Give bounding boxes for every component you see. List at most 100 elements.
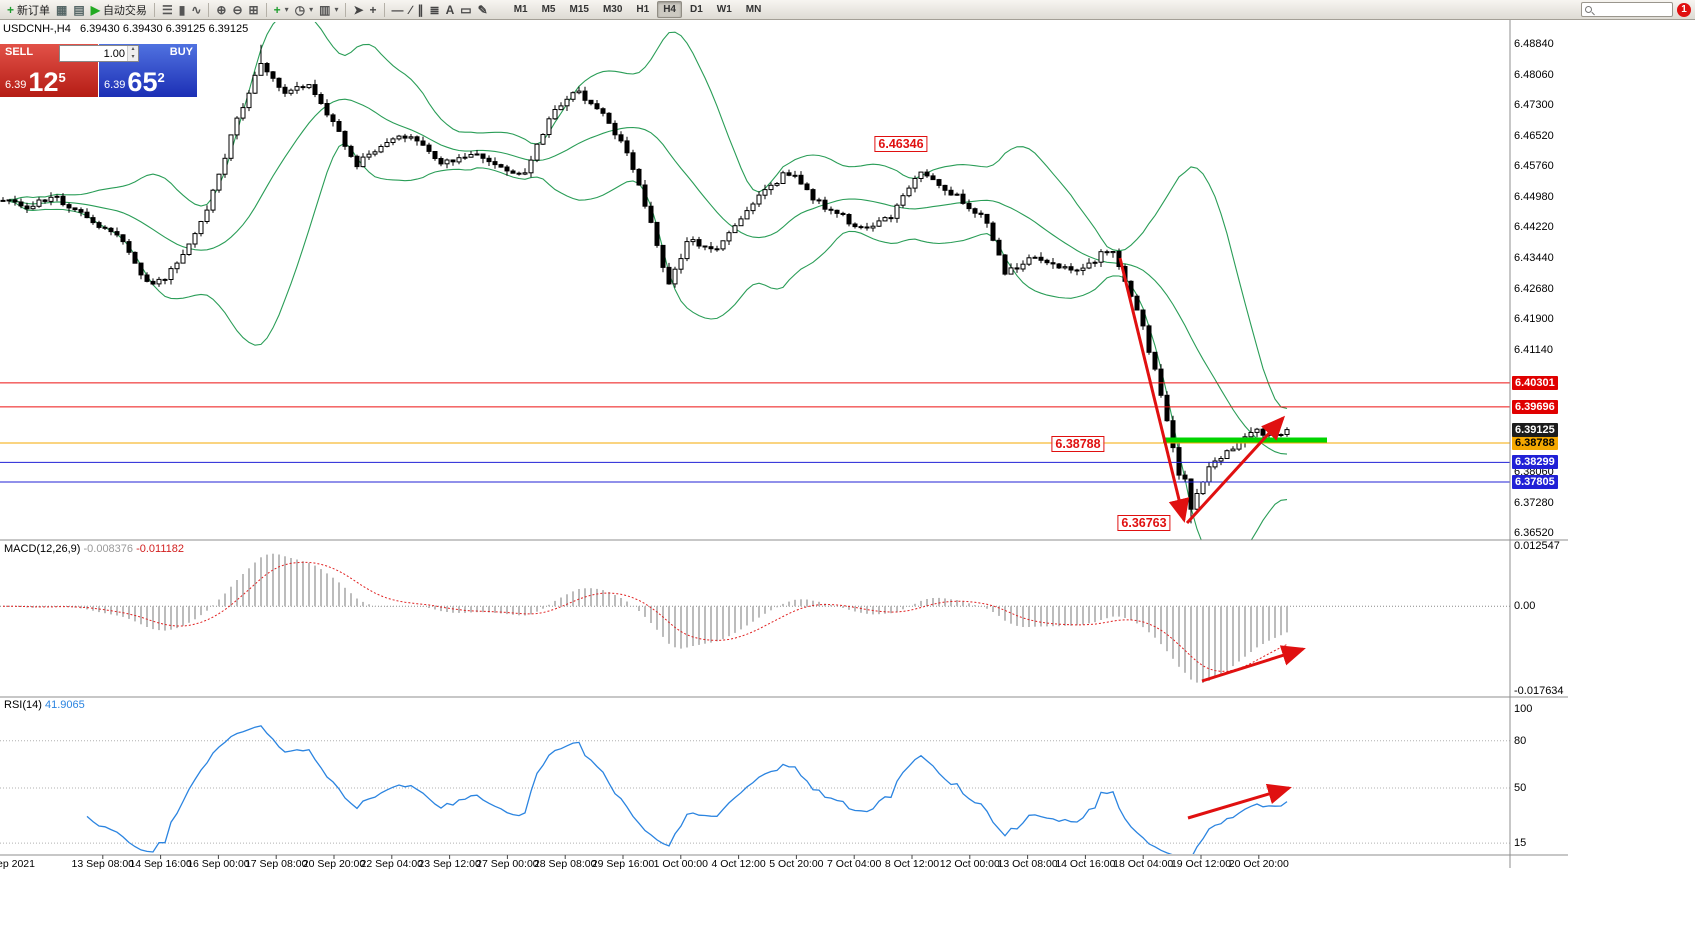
periods-icon: ◷ <box>294 2 306 17</box>
fibonacci-icon: ≣ <box>429 2 440 17</box>
price-annotation[interactable]: 6.38788 <box>1051 436 1105 452</box>
rsi-indicator-label: RSI(14) 41.9065 <box>4 699 85 711</box>
sell-label: SELL <box>5 46 34 58</box>
macd-signal-value: -0.011182 <box>136 543 185 555</box>
autotrading-icon: ▶ <box>90 2 100 17</box>
toolbar-separator <box>383 2 385 17</box>
toolbar-separator <box>265 2 267 17</box>
text-button[interactable]: A <box>443 1 458 19</box>
macd-group <box>0 553 1510 683</box>
label-button[interactable]: ▭ <box>457 1 474 19</box>
tile-windows-icon: ⊞ <box>248 2 259 17</box>
line-chart-button[interactable]: ∿ <box>188 1 204 19</box>
buy-price-main: 6.39 <box>104 79 126 91</box>
trendline-button[interactable]: ∕ <box>407 1 415 19</box>
draw-arrow-button[interactable]: ✎ <box>475 1 491 19</box>
red-trend-arrow <box>1201 645 1306 683</box>
volume-box: ▴ ▾ <box>59 45 139 62</box>
trendline-icon: ∕ <box>409 2 412 17</box>
label-icon: ▭ <box>460 2 472 17</box>
text-icon: A <box>445 2 455 17</box>
draw-arrow-icon: ✎ <box>477 2 488 17</box>
volume-down-button[interactable]: ▾ <box>128 53 138 61</box>
dropdown-arrow-icon: ▾ <box>284 5 289 14</box>
panel-separators <box>0 20 1568 868</box>
autotrading-button-label: 自动交易 <box>102 4 147 17</box>
bollinger-bands <box>8 22 1288 540</box>
charts-button[interactable]: ▦ <box>53 1 70 19</box>
zoom-out-icon: ⊖ <box>232 2 243 17</box>
rsi-name: RSI(14) <box>4 699 42 711</box>
horizontal-lines-group[interactable] <box>0 382 1510 483</box>
chart-objects-group[interactable] <box>1118 257 1327 820</box>
macd-indicator-label: MACD(12,26,9) -0.008376 -0.011182 <box>4 543 184 555</box>
dropdown-arrow-icon: ▾ <box>309 5 314 14</box>
chart-window: USDCNH-,H4 6.39430 6.39430 6.39125 6.391… <box>0 20 1695 942</box>
toolbar-right-group: 1 <box>1581 0 1691 19</box>
search-input[interactable] <box>1595 4 1661 15</box>
macd-name: MACD(12,26,9) <box>4 543 81 555</box>
bar-chart-icon: ☰ <box>161 2 173 17</box>
timeframe-h1-button[interactable]: H1 <box>636 4 650 15</box>
buy-label: BUY <box>169 46 193 58</box>
profiles-button[interactable]: ▤ <box>70 1 87 19</box>
main-toolbar: + 新订单 ▦ ▤ ▶ 自动交易 ☰ ▮ ∿ ⊕ ⊖ ⊞ + ▾ ◷ ▾ ▥ ▾ ➤ + — ∕ ∥ ≣ A ▭ ✎ M1 M5 M15 M… <box>0 0 1695 20</box>
sell-price: 6.39 12 5 <box>5 69 66 96</box>
macd-main-value: -0.008376 <box>83 543 134 555</box>
new-order-icon: + <box>7 2 15 17</box>
bar-chart-button[interactable]: ☰ <box>159 1 176 19</box>
timeframe-m1-button[interactable]: M1 <box>513 4 528 15</box>
price-annotation[interactable]: 6.36763 <box>1117 515 1171 531</box>
fibonacci-button[interactable]: ≣ <box>427 1 443 19</box>
autotrading-button[interactable]: ▶ 自动交易 <box>88 1 150 19</box>
price-chart[interactable] <box>0 20 1568 870</box>
sell-price-sup: 5 <box>58 70 66 85</box>
candlestick-icon: ▮ <box>178 2 186 17</box>
one-click-trading-panel: SELL 6.39 12 5 BUY 6.39 65 2 ▴ ▾ <box>0 44 197 97</box>
timeframe-m15-button[interactable]: M15 <box>569 4 589 15</box>
symbol-search-box <box>1581 2 1673 17</box>
crosshair-button[interactable]: + <box>367 1 380 19</box>
toolbar-separator <box>153 2 155 17</box>
new-order-button[interactable]: + 新订单 <box>4 1 53 19</box>
new-order-button-label: 新订单 <box>17 4 51 17</box>
sell-button[interactable]: SELL 6.39 12 5 <box>0 44 98 97</box>
toolbar-separator <box>208 2 210 17</box>
candles-group <box>0 44 1290 524</box>
timeframe-w1-button[interactable]: W1 <box>716 4 732 15</box>
notification-badge[interactable]: 1 <box>1677 2 1691 17</box>
volume-input[interactable] <box>60 46 127 61</box>
price-annotation[interactable]: 6.46346 <box>874 136 928 152</box>
red-trend-arrow <box>1118 257 1190 523</box>
templates-button[interactable]: ▥ ▾ <box>316 1 341 19</box>
sell-price-big: 12 <box>28 67 59 97</box>
toolbar-left-group: + 新订单 ▦ ▤ ▶ 自动交易 ☰ ▮ ∿ ⊕ ⊖ ⊞ + ▾ ◷ ▾ ▥ ▾ ➤ + — ∕ ∥ ≣ A ▭ ✎ <box>4 0 491 19</box>
timeframe-h4-button[interactable]: H4 <box>657 1 682 18</box>
zoom-out-button[interactable]: ⊖ <box>229 1 245 19</box>
cursor-button[interactable]: ➤ <box>350 1 366 19</box>
timeframe-m30-button[interactable]: M30 <box>602 4 623 15</box>
chart-ohlc-info: USDCNH-,H4 6.39430 6.39430 6.39125 6.391… <box>3 23 249 35</box>
zoom-in-icon: ⊕ <box>216 2 227 17</box>
channel-button[interactable]: ∥ <box>415 1 427 19</box>
crosshair-icon: + <box>369 2 377 17</box>
timeframe-m5-button[interactable]: M5 <box>541 4 556 15</box>
line-chart-icon: ∿ <box>191 2 202 17</box>
buy-price-big: 65 <box>127 67 158 97</box>
charts-icon: ▦ <box>56 2 68 17</box>
tile-windows-button[interactable]: ⊞ <box>246 1 262 19</box>
zoom-in-button[interactable]: ⊕ <box>213 1 229 19</box>
indicators-button[interactable]: + ▾ <box>271 1 292 19</box>
toolbar-separator <box>345 2 347 17</box>
volume-up-button[interactable]: ▴ <box>128 46 138 54</box>
channel-icon: ∥ <box>417 2 424 17</box>
horizontal-line-button[interactable]: — <box>389 1 407 19</box>
candlestick-button[interactable]: ▮ <box>176 1 189 19</box>
volume-spinner: ▴ ▾ <box>127 46 138 61</box>
periods-button[interactable]: ◷ ▾ <box>292 1 317 19</box>
timeframe-mn-button[interactable]: MN <box>745 4 762 15</box>
rsi-group <box>0 725 1510 854</box>
search-icon <box>1585 6 1592 13</box>
timeframe-d1-button[interactable]: D1 <box>690 4 703 15</box>
red-trend-arrow <box>1187 783 1292 820</box>
